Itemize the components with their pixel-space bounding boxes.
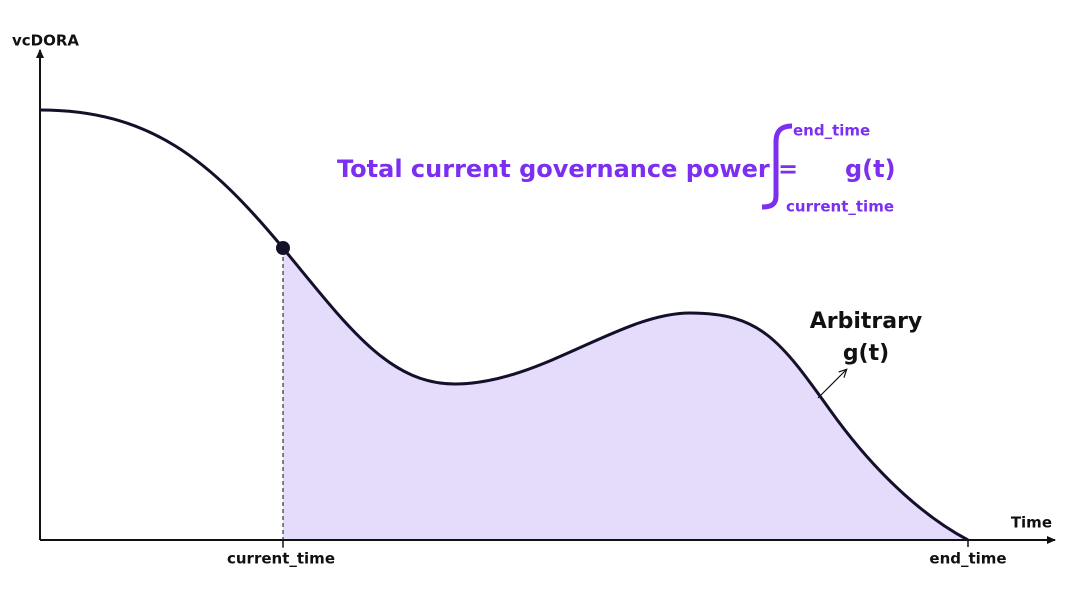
- current-point: [276, 241, 290, 255]
- formula-integrand: g(t): [845, 155, 896, 183]
- integral-area: [283, 248, 968, 540]
- end-marker-label: end_time: [929, 550, 1006, 568]
- formula-lower: current_time: [786, 198, 894, 216]
- y-axis-label: vcDORA: [12, 32, 79, 50]
- curve: [39, 108, 969, 542]
- formula-upper: end_time: [793, 122, 870, 140]
- start-marker-label: current_time: [227, 550, 335, 568]
- label-arrow: [817, 370, 846, 399]
- formula-lhs: Total current governance power =: [337, 155, 798, 183]
- integral-sign: [761, 123, 793, 210]
- x-axis-label: Time: [1011, 514, 1052, 532]
- curve-label-line2: g(t): [843, 341, 889, 366]
- curve-label-line1: Arbitrary: [810, 309, 923, 334]
